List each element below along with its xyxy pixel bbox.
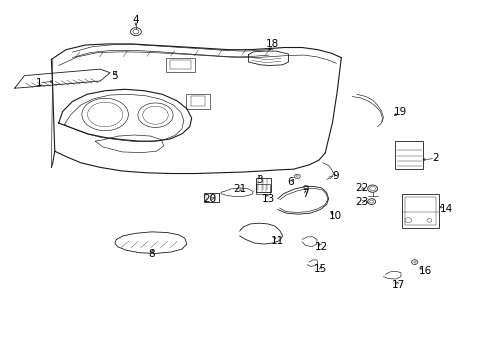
Text: 20: 20 <box>203 194 216 204</box>
Text: 5: 5 <box>111 71 118 81</box>
Text: 10: 10 <box>328 211 341 221</box>
Bar <box>204 193 219 202</box>
Text: 23: 23 <box>354 197 368 207</box>
Bar <box>404 197 435 225</box>
Text: 17: 17 <box>391 280 405 290</box>
Text: 21: 21 <box>232 184 246 194</box>
Text: 15: 15 <box>313 264 326 274</box>
Text: 18: 18 <box>265 39 279 49</box>
Bar <box>255 178 271 192</box>
Text: 7: 7 <box>302 189 308 199</box>
Text: 9: 9 <box>331 171 338 181</box>
Text: 16: 16 <box>418 266 431 276</box>
Text: 2: 2 <box>431 153 438 163</box>
Bar <box>401 194 438 228</box>
Bar <box>170 60 190 69</box>
Text: 19: 19 <box>392 107 406 117</box>
Text: 8: 8 <box>148 249 155 259</box>
Text: 4: 4 <box>132 15 139 25</box>
Text: 1: 1 <box>36 78 42 88</box>
Text: 13: 13 <box>261 194 274 204</box>
Bar <box>255 184 270 194</box>
Text: 6: 6 <box>287 177 294 187</box>
Bar <box>166 58 194 72</box>
Text: 12: 12 <box>314 242 328 252</box>
Bar <box>185 94 210 109</box>
Text: 22: 22 <box>354 183 368 193</box>
Text: 14: 14 <box>438 204 452 214</box>
Bar <box>190 96 205 106</box>
Text: 3: 3 <box>255 175 262 185</box>
Bar <box>394 141 423 169</box>
Text: 11: 11 <box>270 236 284 246</box>
